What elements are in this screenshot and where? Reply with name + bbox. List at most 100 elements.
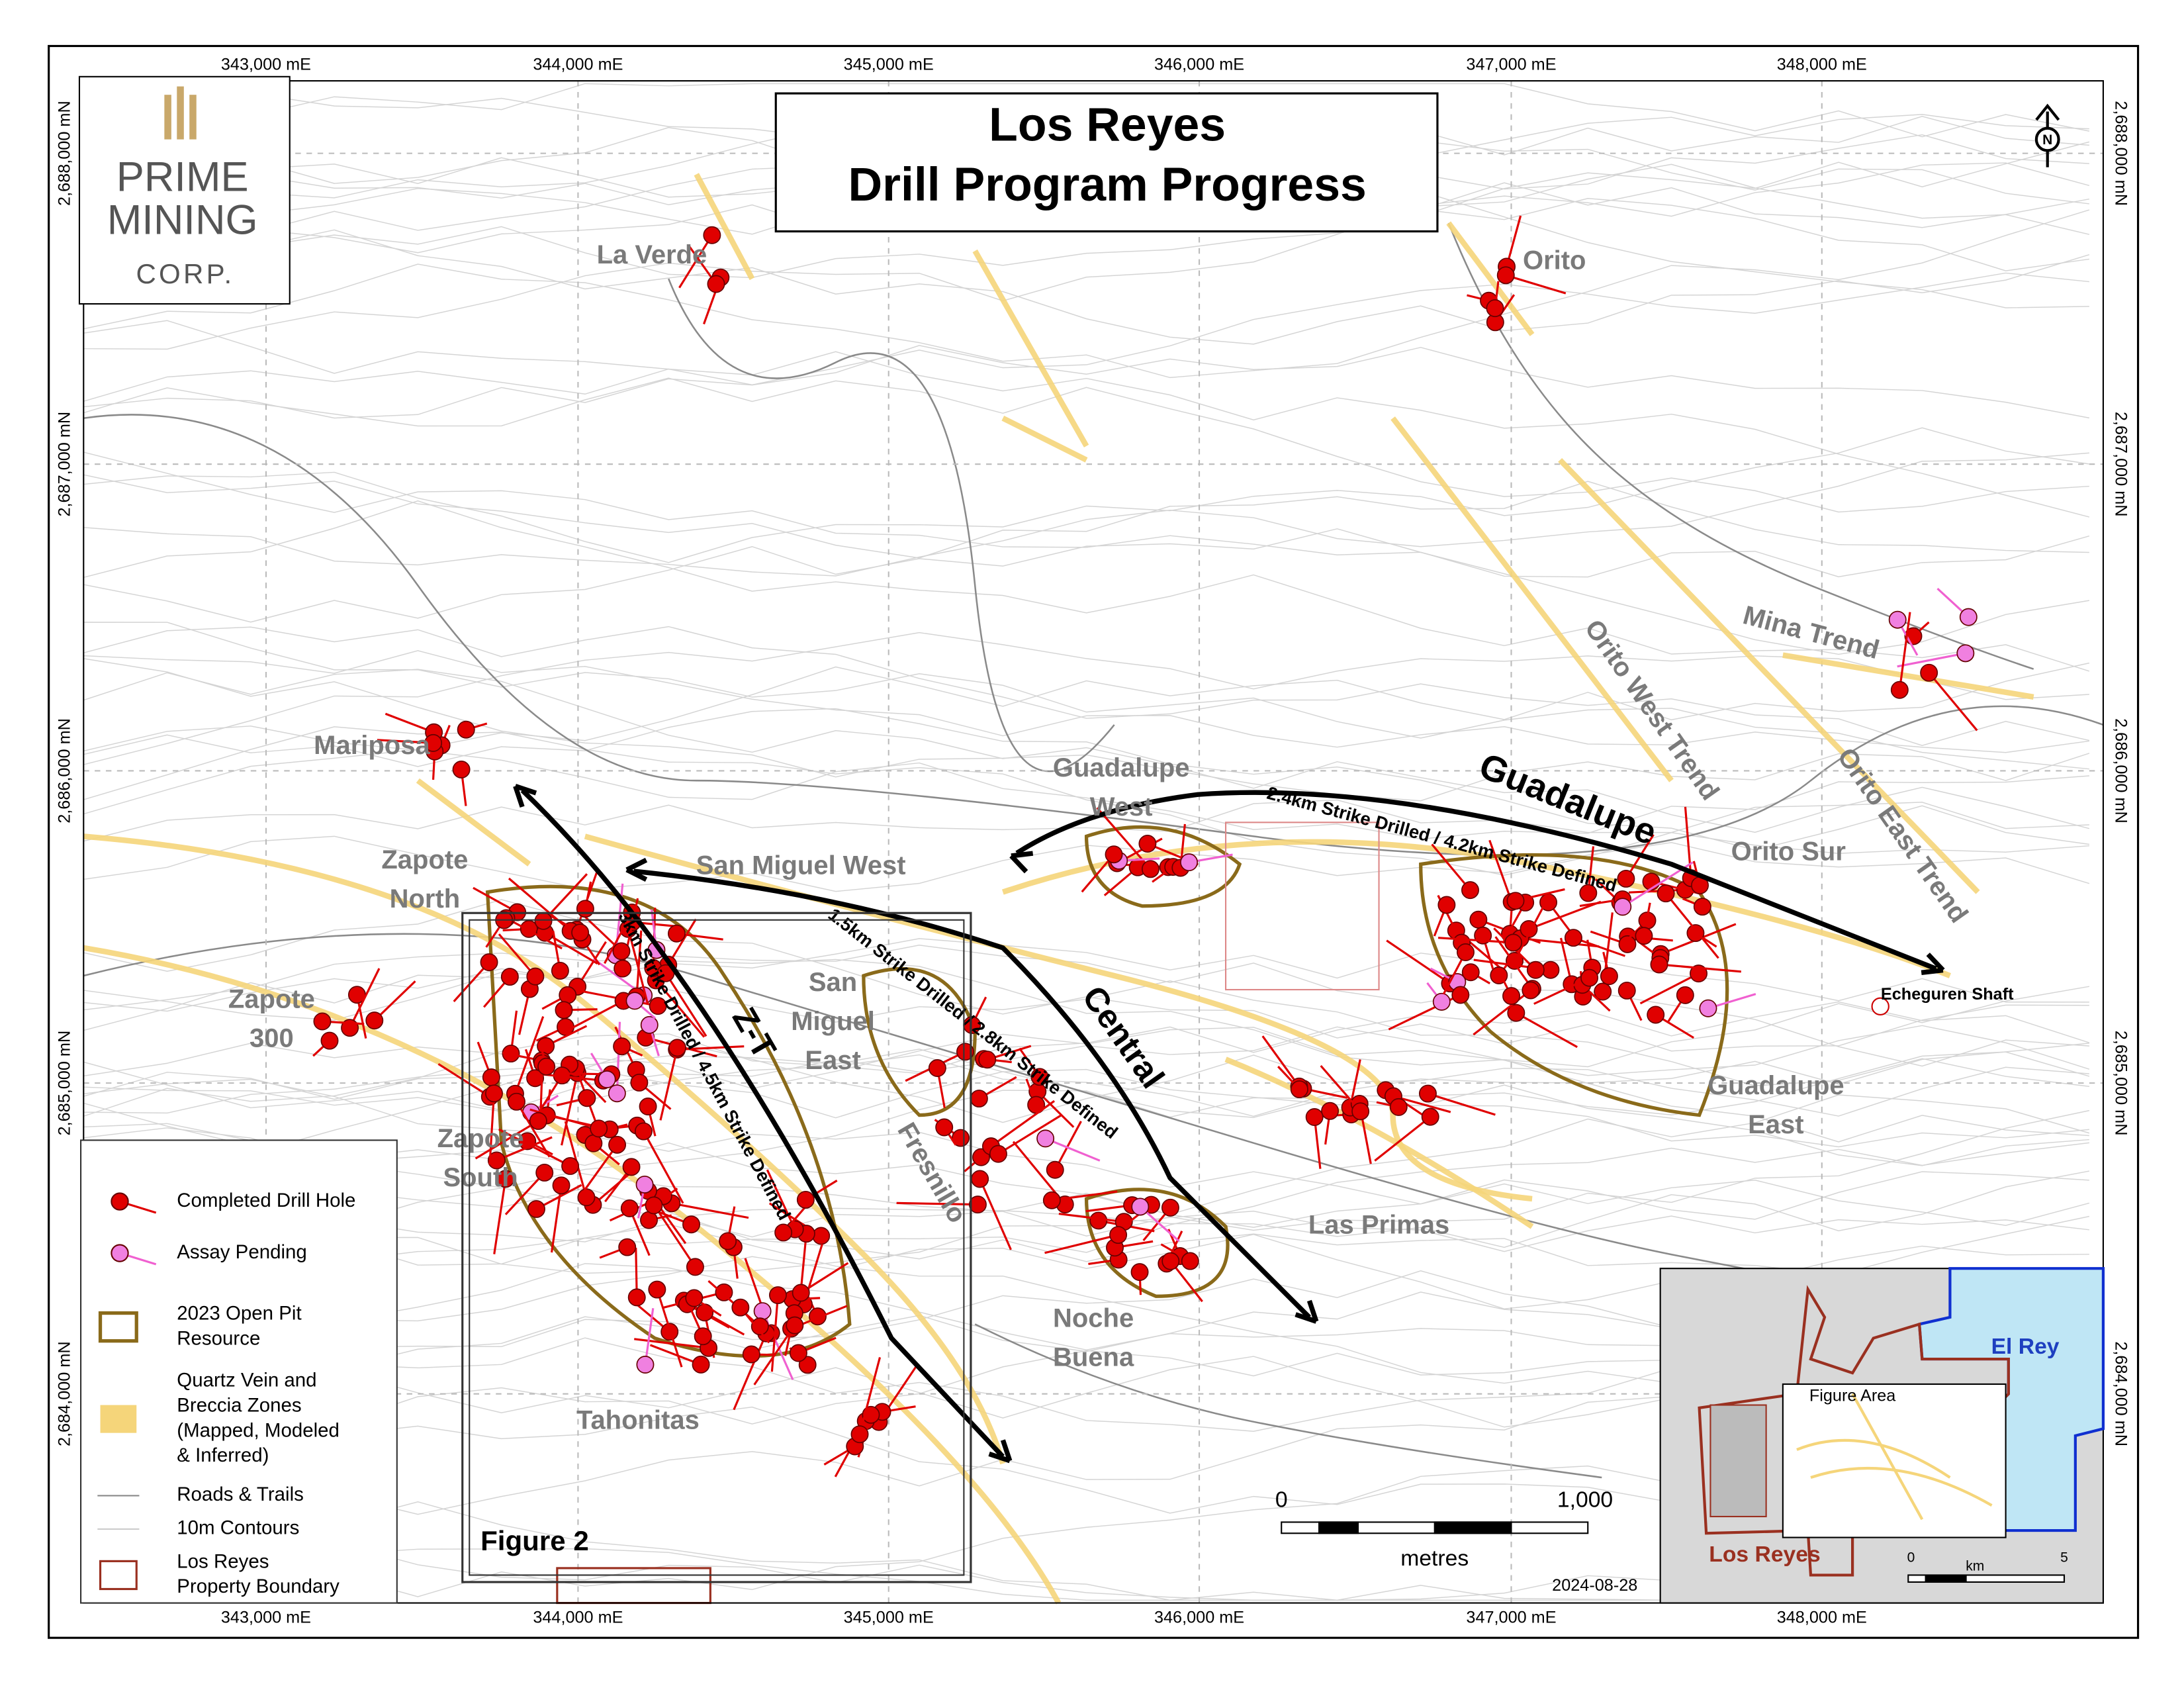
drill-trace	[504, 1172, 545, 1215]
drill-hole	[551, 961, 569, 980]
assay-pending-hole	[1036, 1129, 1055, 1148]
drill-hole	[526, 1069, 545, 1088]
drill-hole	[1676, 986, 1694, 1004]
drill-hole	[1504, 933, 1523, 952]
contour	[83, 799, 2089, 851]
drill-trace	[1628, 888, 1686, 894]
vein-zone	[1782, 652, 2034, 700]
drill-hole	[1138, 835, 1157, 853]
contour	[83, 1001, 2090, 1117]
drill-hole	[970, 1090, 988, 1108]
drill-trace	[506, 917, 563, 950]
place-label: Noche	[1053, 1304, 1134, 1333]
drill-hole	[1105, 845, 1123, 864]
legend-label: Los Reyes	[177, 1550, 269, 1572]
drill-hole	[1502, 987, 1520, 1006]
drill-trace	[1392, 1095, 1451, 1113]
contour	[83, 164, 2090, 350]
drill-hole	[1657, 884, 1675, 903]
logo-suffix: CORP.	[136, 258, 234, 289]
place-label: Orito	[1523, 246, 1586, 275]
place-label: East	[805, 1046, 860, 1075]
drill-hole	[1650, 955, 1668, 974]
drill-trace	[1684, 806, 1692, 878]
legend: Completed Drill Hole Assay Pending 2023 Op…	[97, 1190, 355, 1597]
place-label: East	[1748, 1110, 1803, 1139]
contour	[83, 377, 2089, 513]
drill-trace	[627, 928, 649, 1005]
drill-hole	[649, 997, 667, 1015]
vein-zone	[83, 945, 1062, 1605]
easting-label: 348,000 mE	[1777, 1608, 1867, 1626]
arrow-head	[625, 857, 648, 882]
scale-bar	[1281, 1521, 1589, 1534]
contour	[83, 632, 2089, 793]
drill-hole	[576, 900, 594, 918]
drill-trace	[799, 1233, 807, 1293]
place-label: Guadalupe	[1707, 1071, 1844, 1100]
legend-label: & Inferred)	[177, 1444, 269, 1466]
legend-label: Resource	[177, 1327, 260, 1349]
place-label: La Verde	[597, 240, 707, 269]
drill-hole	[614, 959, 632, 978]
easting-label: 347,000 mE	[1466, 56, 1556, 74]
drill-hole	[707, 275, 725, 293]
drill-trace	[753, 1325, 796, 1385]
drill-trace	[644, 1308, 655, 1365]
drill-trace	[349, 968, 381, 1029]
drill-trace	[569, 1000, 624, 1030]
inset-label: Los Reyes	[1709, 1542, 1820, 1567]
drill-hole	[971, 1170, 989, 1188]
place-label: North	[390, 884, 461, 914]
drill-trace	[1898, 612, 1911, 690]
place-label: Buena	[1053, 1343, 1134, 1372]
contour	[83, 968, 2089, 1087]
place-label: Zapote	[381, 845, 468, 874]
drill-hole	[928, 1059, 946, 1077]
drill-trace	[664, 972, 707, 1037]
drill-hole	[622, 1158, 641, 1176]
drill-trace	[979, 1178, 1012, 1250]
assay-pending-hole	[1959, 608, 1978, 626]
shaft-label: Echeguren Shaft	[1881, 985, 2014, 1004]
contour	[83, 141, 2090, 300]
drill-trace	[634, 1338, 709, 1349]
drill-trace	[604, 912, 633, 964]
contour	[83, 835, 2090, 892]
resource-outline	[1084, 825, 1242, 908]
drill-hole	[578, 1089, 596, 1107]
drill-trace	[1386, 939, 1451, 984]
drill-hole	[529, 1111, 547, 1130]
drill-hole	[935, 1118, 954, 1137]
drill-trace	[643, 1131, 684, 1204]
drill-trace	[514, 1016, 545, 1094]
drill-hole	[798, 1356, 817, 1374]
northing-label: 2,688,000 mN	[2112, 101, 2130, 206]
drill-trace	[800, 1262, 849, 1294]
legend-label: Property Boundary	[177, 1575, 340, 1597]
drill-hole	[634, 1122, 653, 1141]
drill-hole	[667, 924, 686, 943]
drill-trace	[1897, 652, 1966, 668]
place-label: San Miguel West	[696, 851, 906, 880]
northing-label: 2,687,000 mN	[56, 412, 74, 517]
legend-symbol	[98, 1311, 138, 1343]
drill-trace	[676, 1045, 745, 1051]
drill-trace	[1533, 976, 1590, 1005]
drill-hole	[500, 968, 519, 986]
easting-label: 343,000 mE	[221, 1608, 311, 1626]
strike-arrow	[1015, 790, 1937, 971]
logo-box	[78, 75, 291, 305]
easting-label: 344,000 mE	[533, 56, 623, 74]
drill-hole	[703, 226, 721, 244]
drill-hole	[956, 1043, 974, 1061]
drill-trace	[659, 1047, 678, 1121]
resource-outline	[485, 884, 852, 1358]
resource-outline	[1084, 1188, 1230, 1298]
drill-hole	[1507, 1004, 1525, 1022]
drill-hole	[792, 1284, 810, 1302]
drill-trace	[488, 1093, 496, 1165]
assay-pending-hole	[636, 1356, 655, 1374]
contour	[83, 209, 2090, 379]
